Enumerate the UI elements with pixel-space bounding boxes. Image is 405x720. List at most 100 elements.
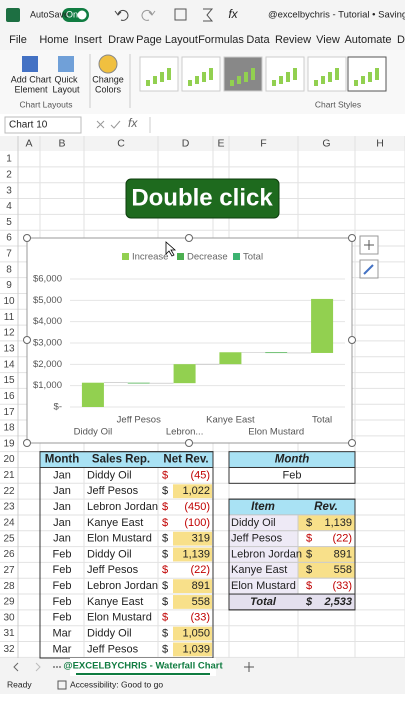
autosave-label: AutoSave (30, 9, 69, 19)
selection-handle[interactable] (185, 439, 193, 447)
cell-month: Jan (53, 517, 71, 529)
menu-tab[interactable]: File (9, 34, 27, 46)
cell-rep: Elon Mustard (87, 533, 152, 545)
fx-button[interactable]: fx (128, 116, 138, 130)
row-header: 27 (3, 565, 15, 576)
fx-label: fx (228, 7, 238, 21)
total-currency: $ (305, 596, 313, 608)
enter-icon[interactable] (110, 120, 121, 129)
plus-icon (364, 240, 374, 250)
data-bar (173, 642, 212, 657)
quick-layout-icon[interactable] (58, 56, 74, 72)
total-value: 2,533 (323, 596, 352, 608)
cell-currency: $ (162, 643, 168, 655)
cell-month: Jan (53, 485, 71, 497)
y-tick-label: $- (54, 402, 62, 413)
change-colors-icon[interactable] (98, 54, 118, 74)
cell-month: Feb (53, 612, 72, 624)
legend-swatch (233, 253, 240, 260)
chart-style-thumbnail[interactable] (139, 56, 179, 92)
undo-icon[interactable] (114, 9, 129, 21)
thumbnail-bar (153, 76, 157, 84)
row-header: 30 (3, 612, 15, 623)
thumbnail-bar (237, 76, 241, 84)
selection-handle[interactable] (23, 234, 31, 242)
chart-area[interactable] (26, 237, 353, 444)
nav-more-dot[interactable] (56, 666, 58, 668)
cell-currency: $ (306, 564, 312, 576)
cell-rep: Jeff Pesos (87, 485, 139, 497)
cell-month: Feb (53, 596, 72, 608)
item-name: Diddy Oil (231, 517, 276, 529)
cell-currency: $ (162, 501, 168, 513)
menu-tab[interactable]: Formulas (198, 34, 244, 46)
selection-handle[interactable] (348, 439, 356, 447)
accessibility-icon (57, 680, 67, 690)
menu-tab[interactable]: Page Layout (136, 34, 198, 46)
cell-currency: $ (162, 548, 168, 560)
chart-style-thumbnail[interactable] (223, 56, 263, 92)
selection-handle[interactable] (348, 336, 356, 344)
column-header: C (117, 137, 125, 149)
nav-more-dot[interactable] (53, 666, 55, 668)
menu-tab[interactable]: Home (39, 34, 68, 46)
selection-handle[interactable] (23, 439, 31, 447)
thumbnail-bar (167, 68, 171, 80)
column-header: D (182, 137, 190, 149)
legend-label: Increase (132, 252, 168, 263)
toggle-label: On (66, 9, 78, 19)
cell-month: Feb (53, 580, 72, 592)
cell-rep: Elon Mustard (87, 612, 152, 624)
add-chart-icon[interactable] (22, 56, 38, 72)
chart-style-thumbnail[interactable] (265, 56, 305, 92)
row-header: 9 (6, 280, 12, 291)
row-header: 25 (3, 533, 15, 544)
cell-revenue: (45) (190, 469, 210, 481)
item-revenue: (22) (332, 533, 352, 545)
selection-handle[interactable] (348, 234, 356, 242)
add-sheet[interactable] (244, 662, 254, 672)
redo-icon[interactable] (141, 9, 156, 21)
nav-next[interactable] (35, 662, 41, 672)
menu-tab[interactable]: Insert (74, 34, 102, 46)
mouse-cursor (165, 241, 177, 257)
thumbnail-bar (195, 76, 199, 84)
data-bar (173, 547, 212, 562)
nav-more-dot[interactable] (59, 666, 61, 668)
row-header: 31 (3, 628, 15, 639)
menu-tab[interactable]: View (316, 34, 340, 46)
x-tick-label: Jeff Pesos (117, 415, 161, 426)
cancel-icon[interactable] (96, 120, 105, 129)
formula-bar (0, 114, 405, 136)
row-header: 6 (6, 233, 12, 244)
menu-bar (0, 30, 405, 50)
sheet-tab[interactable] (70, 658, 216, 676)
nav-prev[interactable] (13, 662, 19, 672)
month-value-box (228, 466, 356, 484)
menu-tab[interactable]: Draw (108, 34, 134, 46)
row-header: 14 (3, 359, 15, 370)
chart-style-thumbnail[interactable] (307, 56, 347, 92)
item-name: Lebron Jordan (231, 548, 302, 560)
menu-tab[interactable]: Data (246, 34, 270, 46)
row-header: 29 (3, 597, 15, 608)
data-bar (173, 579, 212, 594)
borders-icon[interactable] (174, 8, 187, 21)
sum-icon[interactable] (203, 8, 214, 22)
selection-handle[interactable] (185, 234, 193, 242)
waterfall-bar (311, 298, 334, 353)
chart-style-thumbnail[interactable] (181, 56, 221, 92)
selection-handle[interactable] (23, 336, 31, 344)
cell-revenue: 319 (192, 533, 210, 545)
ribbon-button-label: Colors (95, 84, 122, 94)
chart-style-thumbnail[interactable] (347, 56, 387, 92)
name-box[interactable] (4, 116, 82, 134)
menu-tab[interactable]: Automate (344, 34, 391, 46)
cell-month: Mar (53, 628, 72, 640)
ribbon-button-label: Change (92, 74, 124, 84)
menu-tab[interactable]: D (397, 34, 405, 46)
menu-tab[interactable]: Review (275, 34, 311, 46)
name-box-text[interactable]: Chart 10 (9, 120, 48, 131)
